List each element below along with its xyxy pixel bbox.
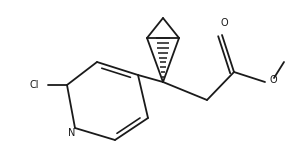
Text: Cl: Cl [30,80,39,90]
Text: N: N [68,128,76,138]
Text: O: O [269,75,277,85]
Text: O: O [220,18,228,28]
